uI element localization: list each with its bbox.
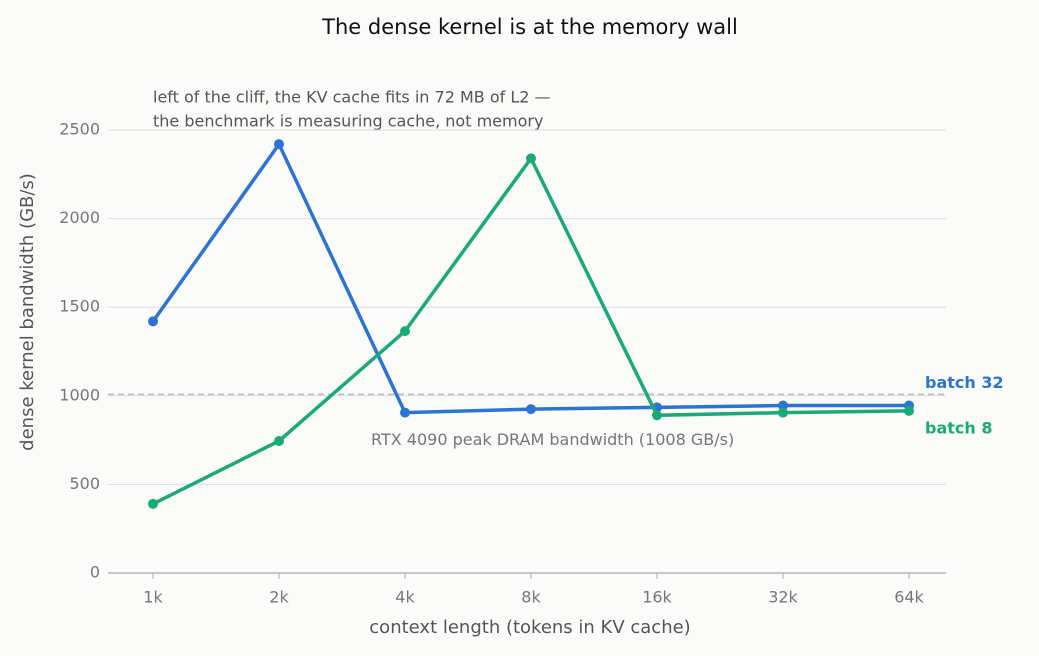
data-point: [526, 153, 536, 164]
x-tick-label: 8k: [521, 588, 541, 607]
x-tick-label: 1k: [143, 588, 163, 607]
data-point: [904, 405, 914, 416]
y-tick-label: 1000: [59, 385, 100, 404]
data-point: [274, 435, 284, 446]
data-point: [148, 316, 158, 327]
data-point: [652, 410, 662, 421]
data-point: [778, 407, 788, 418]
reference-label: RTX 4090 peak DRAM bandwidth (1008 GB/s): [371, 430, 734, 449]
y-tick-label: 0: [90, 563, 100, 582]
data-point: [274, 139, 284, 150]
x-axis-label: context length (tokens in KV cache): [369, 617, 690, 638]
data-point: [148, 498, 158, 509]
x-tick-label: 64k: [894, 588, 924, 607]
annotation: the benchmark is measuring cache, not me…: [153, 112, 543, 131]
x-tick-label: 2k: [269, 588, 289, 607]
series-label: batch 32: [925, 373, 1004, 392]
chart-title: The dense kernel is at the memory wall: [321, 15, 738, 39]
data-point: [526, 404, 536, 415]
y-tick-label: 500: [69, 474, 100, 493]
data-point: [400, 407, 410, 418]
x-tick-label: 32k: [768, 588, 798, 607]
data-point: [400, 326, 410, 337]
y-axis-label: dense kernel bandwidth (GB/s): [17, 173, 38, 451]
x-tick-label: 16k: [642, 588, 672, 607]
y-tick-label: 2000: [59, 208, 100, 227]
x-tick-label: 4k: [395, 588, 415, 607]
y-tick-label: 2500: [59, 120, 100, 139]
data-point: [778, 400, 788, 411]
annotation: left of the cliff, the KV cache fits in …: [153, 88, 551, 107]
series-label: batch 8: [925, 418, 992, 437]
y-tick-label: 1500: [59, 297, 100, 316]
